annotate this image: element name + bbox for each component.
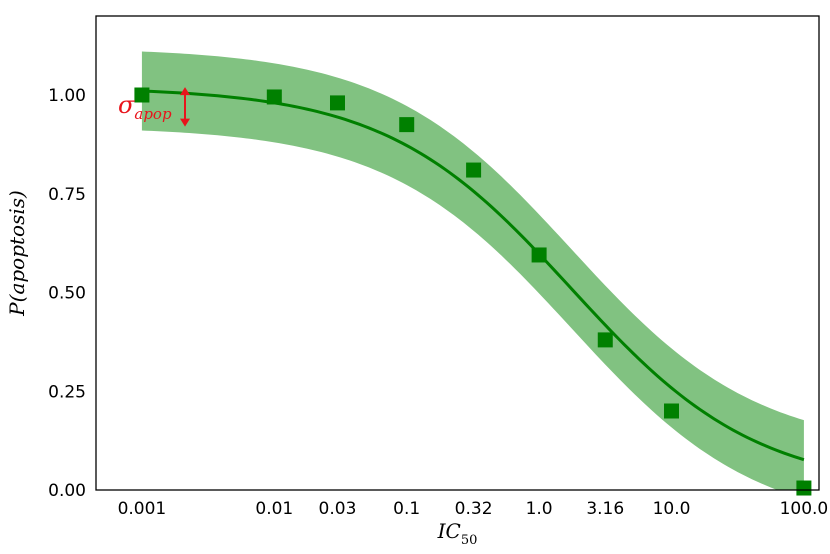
confidence-band [141,51,804,490]
y-tick-label: 0.75 [48,185,86,205]
sigma-arrow-head-up [180,87,190,96]
y-tick-label: 0.00 [48,481,86,501]
x-tick-label: 0.001 [118,499,167,519]
data-point [531,247,547,263]
x-axis-label-subscript: 50 [461,533,478,548]
confidence-band-layer [141,51,804,490]
sigma-symbol: σ [118,91,135,119]
x-tick-label: 0.03 [319,499,357,519]
fit-curve [141,89,805,462]
y-tick-label: 0.50 [48,284,86,304]
x-axis-label: IC50 [437,519,478,548]
x-tick-label: 0.01 [255,499,293,519]
sigma-subscript: apop [134,105,172,123]
x-tick-label: 10.0 [653,499,691,519]
x-axis-label-main: IC [437,519,461,543]
y-tick-label: 0.25 [48,382,86,402]
axis-ticks: 0.001 0.01 0.03 0.1 0.32 1.0 3.16 10.0 100.0 0.00… [48,86,828,519]
data-point [266,89,282,105]
x-tick-label: 1.0 [526,499,553,519]
x-tick-label: 100.0 [780,499,829,519]
x-tick-label: 0.32 [455,499,493,519]
data-point [399,117,415,133]
x-tick-label: 3.16 [586,499,624,519]
sigma-label: σapop [118,91,172,123]
data-point [134,87,150,103]
x-tick-label: 0.1 [393,499,420,519]
sigma-annotation: σapop [118,87,190,127]
sigma-arrow-head-down [180,118,190,127]
data-point [664,403,680,419]
data-point [466,162,482,178]
data-markers [134,87,812,496]
data-point [796,480,812,496]
plot-frame [95,15,820,491]
data-point [329,95,345,111]
y-axis-label: P(apoptosis) [5,190,29,317]
fit-curve-layer [141,89,805,462]
data-point [597,332,613,348]
y-tick-label: 1.00 [48,86,86,106]
